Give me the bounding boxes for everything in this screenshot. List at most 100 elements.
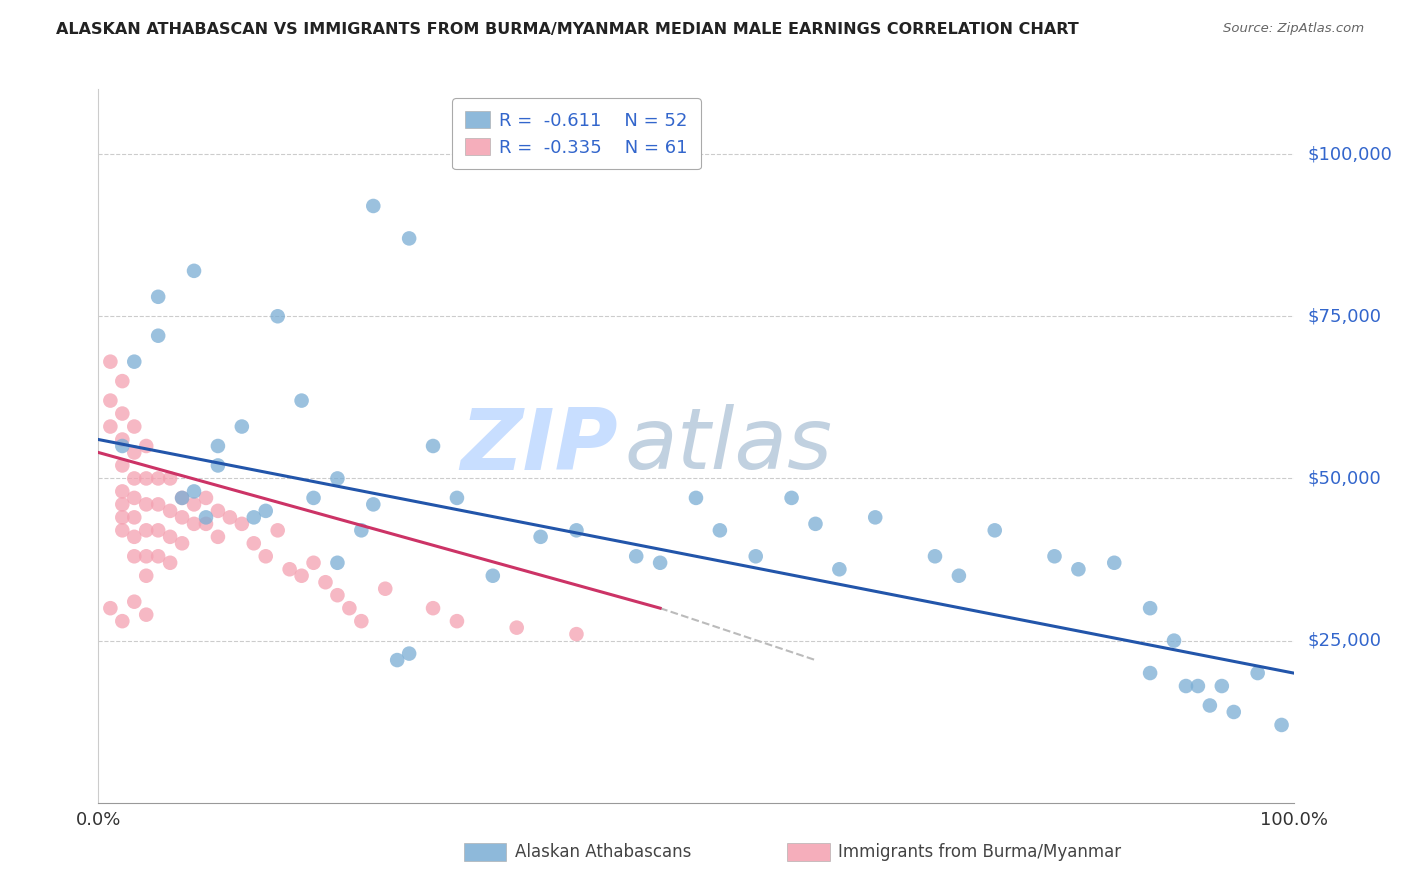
Point: [983, 524, 1005, 538]
Point: [124, 510, 146, 524]
Point: [231, 419, 253, 434]
Point: [111, 614, 134, 628]
Point: [1139, 601, 1161, 615]
Point: [1102, 556, 1125, 570]
Point: [172, 536, 194, 550]
Point: [159, 530, 181, 544]
Point: [111, 510, 134, 524]
Point: [111, 407, 134, 421]
Point: [648, 556, 672, 570]
Text: Immigrants from Burma/Myanmar: Immigrants from Burma/Myanmar: [838, 843, 1121, 861]
Point: [529, 530, 551, 544]
Point: [148, 328, 170, 343]
Point: [624, 549, 647, 564]
Point: [135, 549, 157, 564]
Point: [1043, 549, 1066, 564]
Point: [111, 439, 134, 453]
Point: [159, 556, 181, 570]
Point: [98, 354, 122, 368]
Point: [565, 524, 588, 538]
Point: [924, 549, 946, 564]
Point: [159, 471, 181, 485]
Point: [290, 393, 312, 408]
Point: [363, 497, 385, 511]
Point: [267, 524, 290, 538]
Point: [111, 524, 134, 538]
Point: [172, 491, 194, 505]
Point: [1067, 562, 1090, 576]
Point: [254, 549, 277, 564]
Point: [1246, 666, 1268, 681]
Point: [804, 516, 827, 531]
Point: [194, 516, 217, 531]
Point: [481, 568, 505, 582]
Point: [374, 582, 396, 596]
Point: [828, 562, 851, 576]
Point: [148, 524, 170, 538]
Point: [290, 568, 312, 582]
Point: [243, 510, 266, 524]
Point: [337, 601, 360, 615]
Point: [1198, 698, 1220, 713]
Point: [565, 627, 588, 641]
Text: $25,000: $25,000: [1308, 632, 1382, 649]
Point: [172, 510, 194, 524]
Point: [948, 568, 970, 582]
Point: [231, 516, 253, 531]
Point: [148, 471, 170, 485]
Point: [124, 471, 146, 485]
Point: [194, 491, 217, 505]
Point: [1211, 679, 1233, 693]
Point: [219, 510, 242, 524]
Point: [267, 310, 290, 324]
Point: [183, 484, 205, 499]
Point: [422, 439, 444, 453]
Point: [243, 536, 266, 550]
Text: ALASKAN ATHABASCAN VS IMMIGRANTS FROM BURMA/MYANMAR MEDIAN MALE EARNINGS CORRELA: ALASKAN ATHABASCAN VS IMMIGRANTS FROM BU…: [56, 22, 1078, 37]
Point: [194, 510, 217, 524]
Point: [135, 471, 157, 485]
Point: [148, 497, 170, 511]
Point: [1271, 718, 1294, 732]
Point: [1175, 679, 1198, 693]
Point: [278, 562, 301, 576]
Point: [98, 419, 122, 434]
Point: [446, 614, 468, 628]
Point: [398, 231, 420, 245]
Legend: R =  -0.611    N = 52, R =  -0.335    N = 61: R = -0.611 N = 52, R = -0.335 N = 61: [453, 98, 700, 169]
Text: Source: ZipAtlas.com: Source: ZipAtlas.com: [1223, 22, 1364, 36]
Point: [124, 419, 146, 434]
Point: [111, 374, 134, 388]
Point: [135, 497, 157, 511]
Point: [207, 530, 229, 544]
Point: [363, 199, 385, 213]
Point: [111, 497, 134, 511]
Point: [685, 491, 707, 505]
Point: [207, 439, 229, 453]
Point: [326, 588, 349, 602]
Point: [135, 568, 157, 582]
Point: [446, 491, 468, 505]
Text: ZIP: ZIP: [461, 404, 619, 488]
Point: [172, 491, 194, 505]
Point: [207, 458, 229, 473]
Point: [1222, 705, 1246, 719]
Point: [863, 510, 886, 524]
Point: [183, 497, 205, 511]
Point: [302, 491, 325, 505]
Point: [350, 614, 373, 628]
Point: [124, 595, 146, 609]
Point: [1139, 666, 1161, 681]
Point: [302, 556, 325, 570]
Point: [98, 393, 122, 408]
Point: [148, 549, 170, 564]
Point: [159, 504, 181, 518]
Point: [183, 516, 205, 531]
Text: Alaskan Athabascans: Alaskan Athabascans: [515, 843, 690, 861]
Point: [111, 458, 134, 473]
Point: [98, 601, 122, 615]
Text: atlas: atlas: [624, 404, 832, 488]
Point: [326, 556, 349, 570]
Point: [422, 601, 444, 615]
Point: [124, 530, 146, 544]
